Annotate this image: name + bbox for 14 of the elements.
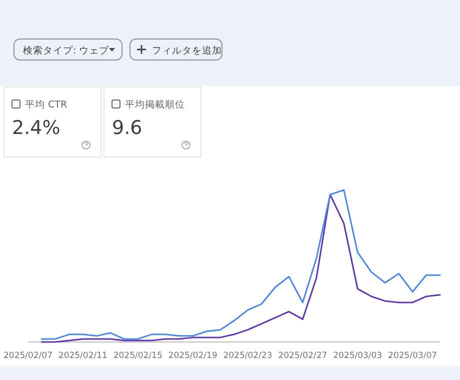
x-tick-label: 2025/02/15	[113, 351, 162, 361]
category-label: 平均掲載順位	[125, 98, 185, 110]
x-tick-label: 2025/02/19	[168, 351, 218, 361]
x-tick-label: 2025/02/11	[58, 351, 108, 361]
text: 9.6	[112, 117, 142, 139]
x-tick-label: 2025/02/27	[278, 351, 328, 361]
x-tick-label: 2025/03/07	[388, 351, 438, 361]
text: フィルタを追加	[152, 44, 222, 56]
x-tick-label: 2025/02/07	[4, 351, 52, 361]
text: 検索タイプ: ウェブ	[23, 44, 110, 56]
x-tick-label: 2025/02/23	[223, 351, 272, 361]
x-tick-label: 2025/03/03	[333, 351, 382, 361]
text: 2.4%	[12, 117, 60, 139]
category-label: 平均 CTR	[25, 98, 68, 110]
